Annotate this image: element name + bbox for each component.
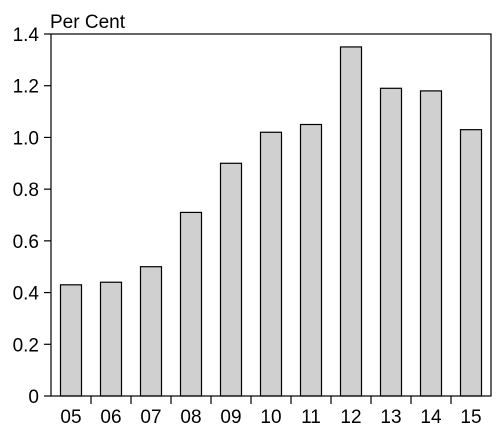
x-tick-label-12: 12: [340, 407, 361, 427]
y-tick-label: 1.4: [13, 25, 40, 46]
bar-12: [339, 46, 363, 397]
x-tick-label-11: 11: [301, 407, 321, 427]
bar-05: [59, 284, 83, 397]
x-tick-label-15: 15: [460, 407, 481, 427]
y-tick-label: 0.8: [13, 180, 39, 201]
y-tick-label: 0: [28, 387, 39, 408]
x-tick-label-06: 06: [100, 407, 121, 427]
bar-09: [219, 162, 243, 397]
bar-06: [99, 281, 123, 397]
bar-14: [419, 90, 443, 397]
y-tick-label: 1.2: [13, 77, 39, 98]
x-tick-label-10: 10: [260, 407, 281, 427]
x-tick-label-09: 09: [220, 407, 241, 427]
x-axis: 05 06 07 08 09 10 11 12 13 14 15: [60, 396, 482, 427]
x-tick-label-05: 05: [60, 407, 81, 427]
y-tick-label: 0.2: [13, 335, 39, 356]
bar-15: [459, 129, 483, 397]
y-tick-label: 0.4: [13, 284, 40, 305]
y-axis-unit-label: Per Cent: [50, 12, 126, 33]
bar-11: [299, 123, 323, 397]
bar-10: [259, 131, 283, 397]
x-tick-label-08: 08: [180, 407, 201, 427]
bar-13: [379, 87, 403, 397]
y-tick-label: 0.6: [13, 232, 39, 253]
x-tick-label-14: 14: [420, 407, 442, 427]
x-tick-label-07: 07: [140, 407, 161, 427]
x-tick-label-13: 13: [380, 407, 401, 427]
bars-group: [59, 46, 483, 397]
bar-08: [179, 211, 203, 397]
y-tick-label: 1.0: [13, 128, 39, 149]
plot-frame: [50, 33, 492, 397]
y-axis: 0 0.2 0.4 0.6 0.8 1.0 1.2 1.4: [13, 25, 51, 408]
bar-07: [139, 266, 163, 397]
